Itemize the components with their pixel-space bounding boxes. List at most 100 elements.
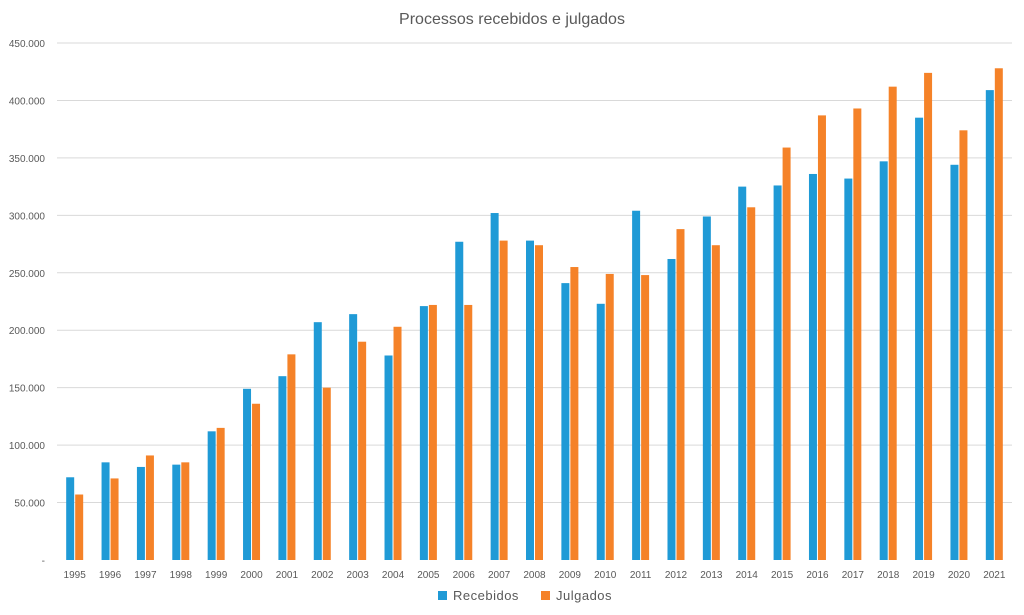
bar-recebidos-1998 bbox=[172, 464, 181, 560]
bar-recebidos-1995 bbox=[66, 477, 75, 560]
x-axis-ticks: 1995 1996 1997 1998 1999 2000 2001 2002 2003 2004… bbox=[64, 570, 1006, 581]
y-tick-label: 150.000 bbox=[9, 384, 46, 395]
chart-title: Processos recebidos e julgados bbox=[399, 11, 625, 28]
x-tick-label: 2006 bbox=[453, 570, 476, 581]
x-tick-label: 2002 bbox=[311, 570, 334, 581]
bar-recebidos-2014 bbox=[738, 186, 747, 560]
bar-recebidos-2020 bbox=[950, 164, 959, 560]
bar-julgados-2003 bbox=[358, 341, 367, 560]
x-tick-label: 2004 bbox=[382, 570, 405, 581]
bar-recebidos-2004 bbox=[384, 355, 393, 560]
bar-recebidos-2010 bbox=[596, 303, 605, 560]
bar-recebidos-2011 bbox=[632, 210, 641, 560]
bar-julgados-2017 bbox=[853, 108, 862, 560]
bar-recebidos-1997 bbox=[136, 466, 145, 560]
y-tick-label: 350.000 bbox=[9, 154, 46, 165]
x-tick-label: 1999 bbox=[205, 570, 228, 581]
y-tick-label: 400.000 bbox=[9, 96, 46, 107]
bar-julgados-2019 bbox=[924, 72, 933, 561]
legend: Recebidos Julgados bbox=[438, 588, 612, 603]
bar-julgados-1999 bbox=[216, 427, 225, 560]
bar-julgados-2021 bbox=[994, 68, 1003, 560]
bar-julgados-2015 bbox=[782, 147, 791, 560]
bar-julgados-2016 bbox=[817, 115, 826, 560]
legend-label-recebidos: Recebidos bbox=[453, 588, 519, 603]
x-tick-label: 2019 bbox=[912, 570, 935, 581]
x-tick-label: 2010 bbox=[594, 570, 617, 581]
bar-recebidos-2018 bbox=[879, 161, 888, 560]
gridlines bbox=[57, 42, 1012, 504]
bar-julgados-2013 bbox=[711, 245, 720, 560]
bar-recebidos-2000 bbox=[243, 388, 252, 560]
legend-label-julgados: Julgados bbox=[556, 588, 612, 603]
y-tick-label: 200.000 bbox=[9, 326, 46, 337]
x-tick-label: 2008 bbox=[523, 570, 546, 581]
bar-recebidos-2009 bbox=[561, 283, 570, 560]
y-tick-label: 300.000 bbox=[9, 211, 46, 222]
x-tick-label: 2016 bbox=[806, 570, 829, 581]
bar-recebidos-2001 bbox=[278, 376, 287, 560]
x-tick-label: 2001 bbox=[276, 570, 299, 581]
bar-julgados-2010 bbox=[605, 273, 614, 560]
bar-julgados-1996 bbox=[110, 478, 119, 560]
bar-recebidos-2008 bbox=[526, 240, 534, 560]
x-tick-label: 2011 bbox=[630, 570, 652, 581]
bar-julgados-2014 bbox=[747, 207, 756, 560]
bar-julgados-2006 bbox=[464, 304, 473, 560]
x-tick-label: 2007 bbox=[488, 570, 511, 581]
bar-julgados-2007 bbox=[499, 240, 508, 560]
bar-recebidos-2006 bbox=[455, 241, 464, 560]
legend-swatch-recebidos bbox=[438, 591, 447, 600]
x-tick-label: 2003 bbox=[347, 570, 370, 581]
bar-recebidos-2021 bbox=[985, 90, 994, 561]
y-tick-label: 250.000 bbox=[9, 269, 46, 280]
bar-julgados-1998 bbox=[181, 462, 190, 560]
bar-julgados-2011 bbox=[641, 275, 650, 560]
bar-julgados-2009 bbox=[570, 267, 579, 560]
bar-recebidos-2012 bbox=[667, 258, 676, 560]
x-tick-label: 2017 bbox=[842, 570, 865, 581]
bar-recebidos-2017 bbox=[844, 178, 853, 560]
bar-recebidos-2016 bbox=[808, 173, 817, 560]
y-tick-label: 100.000 bbox=[9, 441, 46, 452]
y-tick-label: 50.000 bbox=[14, 499, 45, 510]
x-tick-label: 1996 bbox=[99, 570, 122, 581]
x-tick-label: 2009 bbox=[559, 570, 582, 581]
bar-julgados-1995 bbox=[75, 494, 84, 560]
bar-julgados-2001 bbox=[287, 354, 296, 560]
bar-recebidos-2015 bbox=[773, 185, 782, 560]
bar-julgados-2000 bbox=[252, 403, 261, 560]
bar-recebidos-1996 bbox=[101, 462, 110, 560]
x-tick-label: 2012 bbox=[665, 570, 688, 581]
x-tick-label: 1998 bbox=[170, 570, 193, 581]
legend-swatch-julgados bbox=[541, 591, 550, 600]
x-tick-label: 2013 bbox=[700, 570, 723, 581]
bars bbox=[66, 68, 1003, 561]
bar-julgados-2002 bbox=[322, 387, 331, 560]
bar-recebidos-2013 bbox=[702, 216, 711, 560]
x-tick-label: 1995 bbox=[64, 570, 87, 581]
bar-recebidos-1999 bbox=[207, 431, 216, 560]
y-axis-ticks: - 50.000 100.000 150.000 200.000 250.000 300.0… bbox=[9, 39, 46, 567]
bar-julgados-2018 bbox=[888, 86, 897, 560]
x-tick-label: 2005 bbox=[417, 570, 440, 581]
bar-julgados-2020 bbox=[959, 130, 968, 560]
x-tick-label: 2021 bbox=[983, 570, 1006, 581]
bar-julgados-2004 bbox=[393, 326, 402, 560]
x-tick-label: 2020 bbox=[948, 570, 971, 581]
bar-julgados-2008 bbox=[535, 245, 543, 560]
bar-recebidos-2005 bbox=[419, 306, 428, 560]
bar-recebidos-2019 bbox=[915, 117, 924, 560]
x-tick-label: 2014 bbox=[736, 570, 759, 581]
x-tick-label: 2000 bbox=[240, 570, 263, 581]
x-tick-label: 2015 bbox=[771, 570, 794, 581]
bar-recebidos-2002 bbox=[313, 322, 322, 560]
y-tick-label: 450.000 bbox=[9, 39, 46, 50]
y-tick-label: - bbox=[42, 556, 45, 567]
bar-julgados-1997 bbox=[145, 455, 154, 560]
x-tick-label: 1997 bbox=[134, 570, 157, 581]
x-tick-label: 2018 bbox=[877, 570, 900, 581]
bar-julgados-2005 bbox=[428, 304, 437, 560]
bar-recebidos-2003 bbox=[349, 314, 358, 560]
